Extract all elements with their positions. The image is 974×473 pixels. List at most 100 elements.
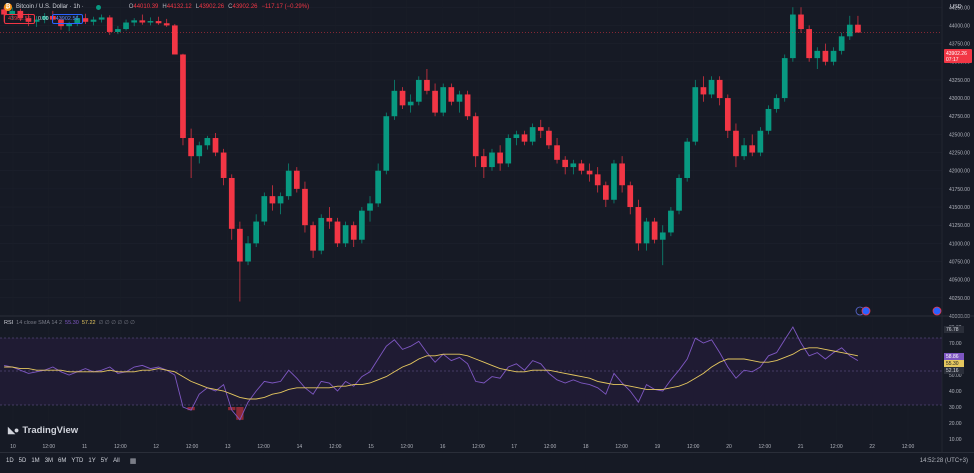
rsi-legend: RSI 14 close SMA 14 2 55.30 57.22 ∅ ∅ ∅ … (4, 320, 135, 326)
candle-body (375, 170, 381, 204)
candle-body (1, 9, 7, 15)
price-axis-label: 44000.00 (949, 23, 970, 29)
candle-body (594, 174, 601, 186)
bitcoin-icon: ₿ (4, 3, 12, 11)
range-3m[interactable]: 3M (44, 458, 54, 464)
clock-timezone[interactable]: 14:52:28 (UTC+3) (919, 458, 968, 464)
candle-body (228, 177, 235, 229)
candle-body (676, 177, 682, 211)
candle-body (50, 15, 56, 20)
time-axis-label: 12:00 (257, 444, 270, 450)
time-axis-label: 12:00 (902, 444, 915, 450)
candle-body (115, 29, 121, 32)
time-axis-label: 12:00 (759, 444, 772, 450)
candle-body (781, 58, 788, 99)
candle-body (481, 156, 487, 168)
candle-body (359, 210, 365, 240)
rsi-tag-ma: 55.30 (946, 361, 959, 367)
candle-body (204, 138, 211, 146)
time-axis-label: 12:00 (186, 444, 199, 450)
price-axis-label: 41000.00 (949, 241, 970, 247)
candle-body (98, 17, 105, 20)
range-5d[interactable]: 5D (18, 458, 27, 464)
candle-body (245, 243, 251, 262)
calendar-icon[interactable]: ▦ (129, 458, 137, 465)
candle-body (383, 116, 390, 171)
candle-body (846, 24, 853, 37)
candle-body (855, 24, 861, 33)
candle-body (505, 138, 512, 164)
candle-body (716, 79, 723, 99)
candle-body (196, 145, 203, 157)
range-6m[interactable]: 6M (58, 458, 67, 464)
candle-body (367, 203, 373, 211)
range-all[interactable]: All (113, 458, 120, 464)
candle-body (253, 221, 260, 244)
rsi-ma-value: 57.22 (81, 320, 96, 326)
sell-button[interactable]: 43902.56 (4, 14, 35, 24)
range-ytd[interactable]: YTD (71, 458, 84, 464)
economic-events[interactable] (855, 306, 942, 316)
rsi-axis-label: 20.00 (949, 421, 962, 427)
candle-body (749, 145, 756, 153)
time-axis-label: 12:00 (114, 444, 127, 450)
candle-body (147, 21, 154, 23)
range-1y[interactable]: 1Y (88, 458, 96, 464)
time-axis[interactable]: 10 12:00 11 12:00 12 12:00 13 12:00 14 12:00 15 12:… (10, 444, 914, 450)
range-1d[interactable]: 1D (6, 458, 14, 464)
rsi-name[interactable]: RSI (4, 320, 14, 326)
currency-label[interactable]: USD (950, 4, 962, 10)
candle-body (635, 207, 642, 244)
candle-body (513, 134, 520, 139)
rsi-value: 55.30 (65, 320, 79, 326)
candle-body (733, 130, 739, 157)
time-axis-label: 12:00 (687, 444, 700, 450)
candle-body (342, 225, 349, 244)
candle-body (627, 185, 634, 208)
bottom-toolbar: 1D 5D 1M 3M 6M YTD 1Y 5Y All ▦ 14:52:28 … (0, 452, 974, 469)
range-1m[interactable]: 1M (31, 458, 40, 464)
candle-body (741, 145, 747, 157)
range-5y[interactable]: 5Y (100, 458, 109, 464)
candle-body (41, 15, 48, 20)
time-axis-label: 22 (869, 444, 875, 450)
time-axis-label: 12:00 (401, 444, 414, 450)
price-axis-label: 44250.00 (949, 5, 970, 11)
rsi-axis-label: 50.00 (949, 373, 962, 379)
tradingview-logo[interactable]: ◣● TradingView (8, 425, 78, 436)
trade-buttons: 43902.56 0.00 43902.56 (4, 14, 83, 24)
event-flag-icon[interactable] (861, 306, 871, 316)
candle-body (302, 188, 308, 226)
symbol-title[interactable]: Bitcoin / U.S. Dollar · 1h · (16, 4, 84, 10)
candle-body (277, 196, 284, 204)
candle-body (432, 90, 438, 113)
event-flag-icon[interactable] (932, 306, 942, 316)
market-open-icon (95, 4, 101, 10)
candle-body (424, 79, 430, 91)
candle-body (391, 90, 398, 117)
price-axis-label: 41250.00 (949, 223, 970, 229)
candle-body (602, 185, 609, 200)
time-axis-label: 16 (440, 444, 446, 450)
buy-button[interactable]: 43902.56 (51, 14, 83, 24)
rsi-tag-lower: 52.16 (946, 368, 959, 374)
candle-body (659, 232, 666, 240)
candle-body (773, 98, 780, 109)
candle-body (220, 152, 227, 178)
candle-body (269, 196, 276, 204)
last-price-value: 43902.26 (946, 51, 967, 57)
time-axis-label: 12:00 (544, 444, 557, 450)
time-axis-label: 12 (153, 444, 159, 450)
candle-body (757, 130, 764, 153)
candle-body (415, 79, 422, 102)
candle-body (58, 19, 64, 27)
candle-body (25, 18, 32, 22)
time-axis-label: 11 (82, 444, 87, 450)
ohlc-values: O44010.39 H44132.12 L43902.26 C43902.26 … (128, 4, 310, 10)
candle-body (586, 170, 593, 175)
candle-body (326, 217, 333, 222)
last-price-tag: 43902.26 07:17 (944, 49, 972, 63)
